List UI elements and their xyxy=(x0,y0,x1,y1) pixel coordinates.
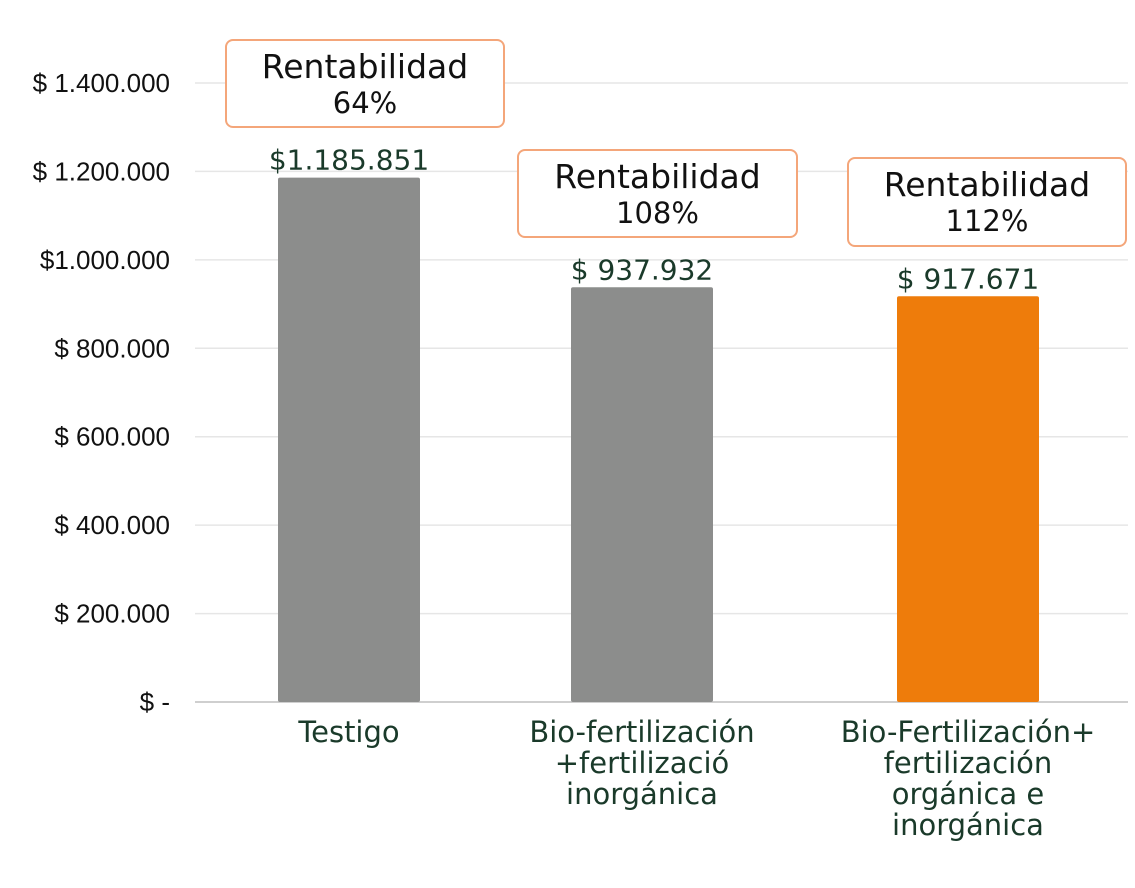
bar xyxy=(278,177,420,702)
x-category-label-line: Testigo xyxy=(297,715,399,749)
profitability-annotations: Rentabilidad64%Rentabilidad108%Rentabili… xyxy=(225,39,1127,247)
x-category-label-line: Bio-Fertilización+ xyxy=(841,715,1096,749)
x-category-label: Testigo xyxy=(297,715,399,749)
bar-value-label: $ 917.671 xyxy=(897,262,1040,295)
bars xyxy=(278,177,1039,702)
x-category-label: Bio-Fertilización+ fertilización orgánica … xyxy=(841,715,1096,842)
x-category-label-line: fertilización xyxy=(884,746,1053,780)
y-tick-label: $ 200.000 xyxy=(54,599,170,629)
x-category-label-line: inorgánica xyxy=(566,777,718,811)
x-category-label-line: inorgánica xyxy=(892,808,1044,842)
y-tick-label: $ 600.000 xyxy=(54,422,170,452)
annotation-percentage: 112% xyxy=(946,204,1029,238)
annotation-title: Rentabilidad xyxy=(262,47,468,86)
annotation-box xyxy=(847,157,1127,247)
annotation-percentage: 108% xyxy=(616,196,699,230)
y-tick-label: $ 800.000 xyxy=(54,333,170,363)
y-tick-label: $ 1.200.000 xyxy=(33,156,170,186)
annotation-percentage: 64% xyxy=(333,86,397,120)
bar xyxy=(897,296,1039,702)
y-tick-label: $ - xyxy=(140,687,170,717)
x-category-label-line: +fertilizació xyxy=(555,746,730,780)
bar xyxy=(571,287,713,702)
annotation-box xyxy=(517,149,798,238)
x-category-label: Bio-fertilización +fertilizació inorgánica xyxy=(529,715,754,811)
y-tick-label: $ 1.400.000 xyxy=(33,68,170,98)
annotation-box xyxy=(225,39,505,128)
y-axis-tick-labels: $ - $ 200.000 $ 400.000 $ 600.000 $ 800.000 $… xyxy=(33,68,170,717)
bar-value-labels: $1.185.851 $ 937.932 $ 917.671 xyxy=(269,144,1039,296)
annotation-title: Rentabilidad xyxy=(884,165,1090,204)
bar-value-label: $ 937.932 xyxy=(571,253,714,286)
x-category-label-line: Bio-fertilización xyxy=(529,715,754,749)
x-category-label-line: orgánica e xyxy=(892,777,1045,811)
y-tick-label: $1.000.000 xyxy=(40,245,170,275)
annotation-title: Rentabilidad xyxy=(554,157,760,196)
y-tick-label: $ 400.000 xyxy=(54,510,170,540)
bar-value-label: $1.185.851 xyxy=(269,144,429,177)
x-axis-category-labels: Testigo Bio-fertilización +fertilizació ino… xyxy=(297,715,1095,842)
